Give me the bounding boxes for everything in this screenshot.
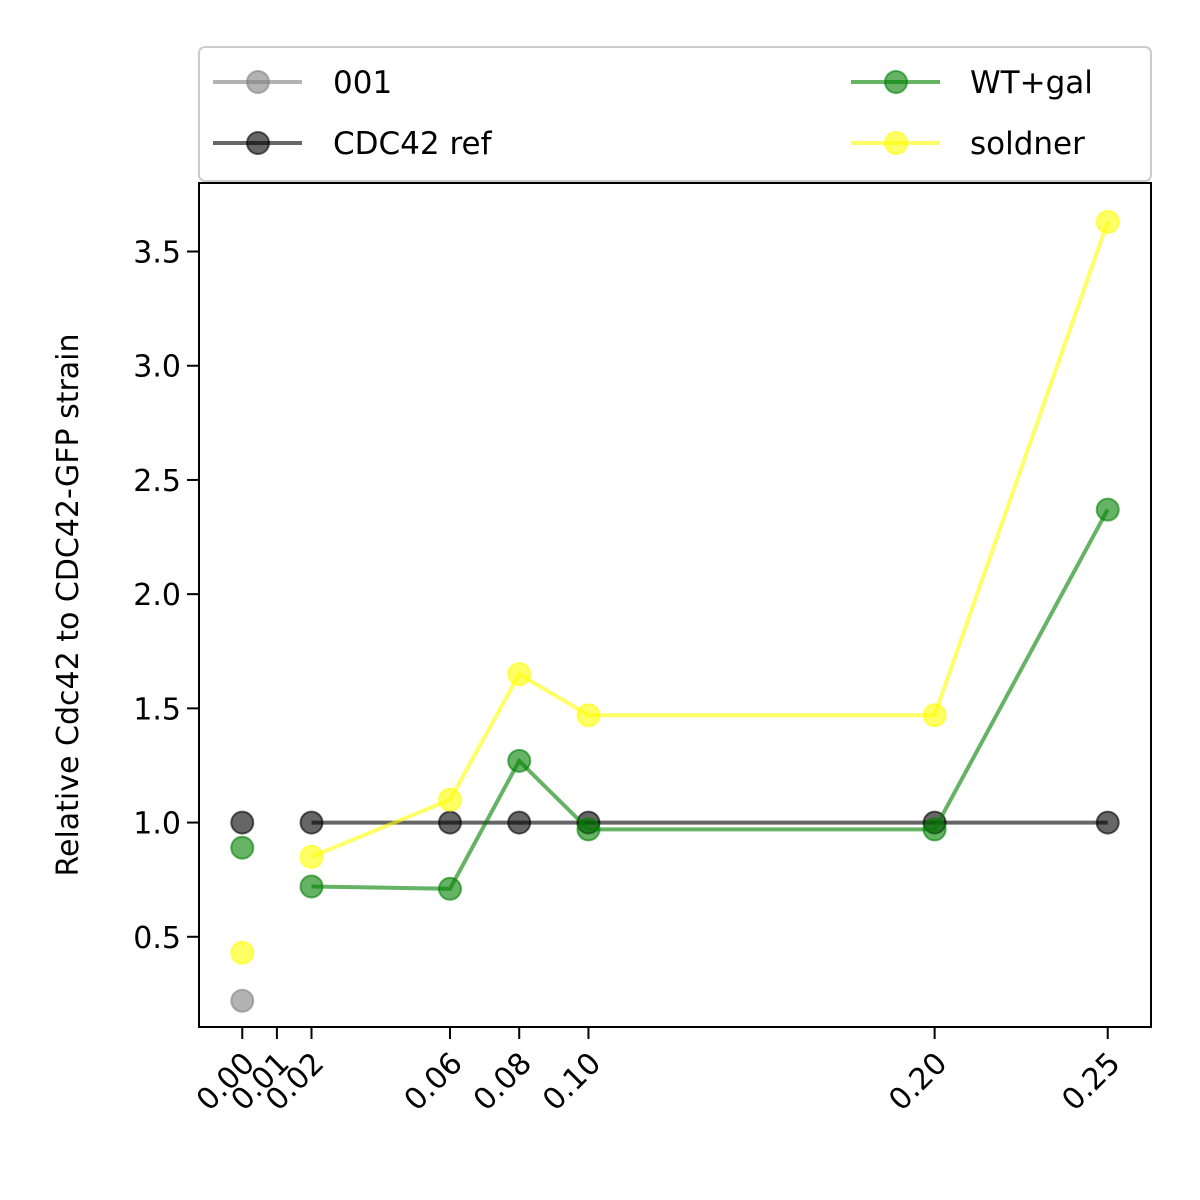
point-cdc42-ref-3 — [507, 810, 532, 835]
point-wt-gal-3 — [507, 748, 532, 773]
point-001-0 — [230, 988, 255, 1013]
legend-marker-wt-gal — [884, 70, 908, 94]
point-cdc42-ref-0 — [230, 810, 255, 835]
point-soldner-3 — [507, 662, 532, 687]
plot-area — [198, 182, 1152, 1028]
point-soldner-0 — [230, 940, 255, 965]
legend-marker-001 — [246, 70, 270, 94]
y-tick-label-0: 0.5 — [133, 921, 181, 956]
y-tick-label-1: 1.0 — [133, 807, 181, 842]
series-soldner — [230, 209, 1120, 965]
series-line-wt-gal — [311, 508, 1110, 891]
y-tick-label-4: 2.5 — [133, 464, 181, 499]
point-cdc42-ref-1 — [299, 810, 324, 835]
legend-marker-soldner — [884, 131, 908, 155]
point-wt-gal-1 — [299, 874, 324, 899]
series-line-soldner — [310, 221, 1110, 859]
legend-label-001: 001 — [333, 65, 392, 101]
legend-item-wt-gal: WT+gal — [851, 65, 1093, 101]
y-tick-label-6: 3.5 — [133, 236, 181, 271]
point-soldner-6 — [1095, 209, 1120, 234]
point-cdc42-ref-2 — [437, 810, 462, 835]
legend-label-soldner: soldner — [970, 126, 1085, 162]
x-axis: 0.000.010.02 0.060.080.10 0.20 0.25 — [190, 1027, 1127, 1118]
point-soldner-4 — [576, 703, 601, 728]
x-tick-label-7: 0.25 — [1055, 1046, 1127, 1118]
plot-border — [198, 182, 1152, 1028]
y-tick-label-5: 3.0 — [133, 350, 181, 385]
point-cdc42-ref-6 — [1095, 810, 1120, 835]
y-axis: 0.5 1.0 1.5 2.0 2.5 3.0 3.5 — [133, 236, 199, 956]
series-001 — [230, 988, 255, 1013]
x-tick-label-4: 0.08 — [467, 1046, 539, 1118]
point-wt-gal-6 — [1095, 497, 1120, 522]
point-wt-gal-0 — [230, 835, 255, 860]
point-soldner-5 — [922, 703, 947, 728]
legend-marker-cdc42-ref — [246, 131, 270, 155]
point-wt-gal-4 — [576, 817, 601, 842]
y-tick-label-3: 2.0 — [133, 578, 181, 613]
legend-item-soldner: soldner — [851, 126, 1085, 162]
legend-item-001: 001 — [213, 65, 392, 101]
point-soldner-1 — [299, 844, 324, 869]
series-wt-gal — [230, 497, 1120, 901]
legend-label-wt-gal: WT+gal — [970, 65, 1093, 101]
x-tick-label-6: 0.20 — [882, 1046, 954, 1118]
x-tick-label-3: 0.06 — [398, 1046, 470, 1118]
series-layer — [230, 209, 1120, 1013]
y-axis-label: Relative Cdc42 to CDC42-GFP strain — [51, 333, 86, 876]
point-wt-gal-5 — [922, 817, 947, 842]
legend-label-cdc42-ref: CDC42 ref — [333, 126, 493, 162]
point-wt-gal-2 — [437, 876, 462, 901]
legend: 001 CDC42 ref WT+gal soldner — [198, 46, 1152, 182]
y-tick-label-2: 1.5 — [133, 692, 181, 727]
x-tick-label-5: 0.10 — [536, 1046, 608, 1118]
point-soldner-2 — [437, 787, 462, 812]
legend-item-cdc42-ref: CDC42 ref — [213, 126, 493, 162]
